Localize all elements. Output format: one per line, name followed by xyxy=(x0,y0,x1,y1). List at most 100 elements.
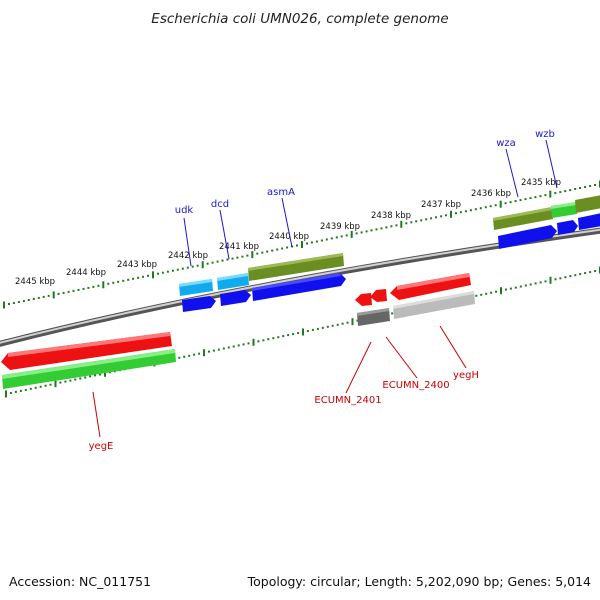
scale-upper-minor-tick xyxy=(186,266,189,269)
scale-upper-minor-tick xyxy=(37,296,40,299)
scale-lower-minor-tick xyxy=(539,281,542,284)
scale-upper-minor-tick xyxy=(296,244,298,247)
cds-yegE-arrow-shine xyxy=(8,332,170,357)
gene-label-wza[interactable]: wza xyxy=(496,138,516,149)
scale-lower-minor-tick xyxy=(227,346,230,349)
scale-upper-minor-tick xyxy=(330,237,333,240)
scale-upper-minor-tick xyxy=(286,246,289,249)
leader-2400 xyxy=(385,336,418,379)
scale-upper-minor-tick xyxy=(594,184,596,186)
gene-bar-wza[interactable] xyxy=(493,207,553,230)
scale-upper-minor-tick xyxy=(57,292,60,295)
scale-upper-minor-tick xyxy=(221,259,224,262)
scale-upper-minor-tick xyxy=(22,300,25,302)
scale-lower-minor-tick xyxy=(69,379,72,382)
leader-udk xyxy=(183,217,192,267)
gene-label-wzb[interactable]: wzb xyxy=(535,129,555,140)
scale-lower-minor-tick xyxy=(193,353,196,356)
cds-wza-arrow[interactable] xyxy=(498,225,557,249)
gene-bar-asmA[interactable] xyxy=(248,253,344,281)
scale-lower-minor-tick xyxy=(24,388,27,391)
scale-upper-minor-tick xyxy=(47,294,50,297)
cds-2401-arrow[interactable] xyxy=(355,293,372,306)
scale-track-upper xyxy=(3,180,600,309)
scale-lower-minor-tick xyxy=(311,328,314,331)
scale-upper-major-tick xyxy=(3,301,5,309)
scale-upper-minor-tick xyxy=(524,198,527,201)
scale-upper-minor-tick xyxy=(474,208,477,211)
scale-lower-minor-tick xyxy=(475,294,478,297)
cds-next-arrow[interactable] xyxy=(578,213,600,230)
scale-lower-minor-tick xyxy=(222,347,225,350)
cds-2401b-arrow[interactable] xyxy=(370,289,387,302)
gene-label-dcd[interactable]: dcd xyxy=(211,199,229,210)
scale-upper-minor-tick xyxy=(281,247,284,250)
scale-lower-minor-tick xyxy=(257,340,260,343)
scale-lower-minor-tick xyxy=(94,374,97,377)
kbp-label-2445: 2445 kbp xyxy=(15,277,55,287)
gene-label-udk[interactable]: udk xyxy=(175,205,194,216)
scale-upper-minor-tick xyxy=(569,189,572,192)
scale-upper-minor-tick xyxy=(107,282,110,285)
scale-upper-major-tick xyxy=(52,291,55,299)
scale-lower-minor-tick xyxy=(99,373,101,376)
scale-lower-minor-tick xyxy=(564,276,567,279)
scale-upper-minor-tick xyxy=(469,209,472,212)
scale-lower-minor-tick xyxy=(480,293,483,296)
scale-upper-minor-tick xyxy=(181,267,184,270)
scale-upper-minor-tick xyxy=(410,221,413,224)
gene-bar-wzb-shine xyxy=(551,202,576,209)
scale-upper-minor-tick xyxy=(27,299,30,301)
gene-label-ECUMN_2400[interactable]: ECUMN_2400 xyxy=(382,380,449,391)
gene-bar-wza-shine xyxy=(493,207,552,221)
scale-upper-minor-tick xyxy=(236,256,239,259)
scale-upper-major-tick xyxy=(549,190,552,198)
gene-label-yegE[interactable]: yegE xyxy=(89,441,114,452)
scale-lower-minor-tick xyxy=(188,354,191,357)
cds-yegH-gray-shine xyxy=(393,291,474,309)
scale-upper-minor-tick xyxy=(241,255,244,258)
gene-label-yegH[interactable]: yegH xyxy=(453,370,479,381)
cds-wzb-arrow[interactable] xyxy=(557,220,578,235)
scale-lower-minor-tick xyxy=(272,337,275,340)
scale-lower-major-tick xyxy=(104,369,106,377)
cds-udk-arrow[interactable] xyxy=(182,296,216,312)
scale-upper-minor-tick xyxy=(435,216,438,219)
scale-lower-minor-tick xyxy=(178,356,181,359)
scale-upper-minor-tick xyxy=(519,199,522,202)
scale-lower-minor-tick xyxy=(237,344,240,347)
scale-lower-minor-tick xyxy=(341,322,344,325)
scale-lower-minor-tick xyxy=(495,290,497,293)
scale-lower-minor-tick xyxy=(519,285,522,288)
scale-labels: 2445 kbp 2444 kbp 2443 kbp 2442 kbp 2441… xyxy=(15,178,561,287)
kbp-label-2442: 2442 kbp xyxy=(168,251,208,261)
cds-dcd-arrow[interactable] xyxy=(220,290,251,306)
scale-lower-minor-tick xyxy=(554,278,557,281)
scale-upper-minor-tick xyxy=(534,196,537,199)
gene-label-ECUMN_2401[interactable]: ECUMN_2401 xyxy=(314,395,381,406)
scale-upper-minor-tick xyxy=(365,230,368,233)
scale-upper-minor-tick xyxy=(529,197,532,200)
scale-lower-minor-tick xyxy=(49,383,52,386)
scale-lower-major-tick xyxy=(5,390,7,398)
label-leaders-top xyxy=(183,139,558,267)
scale-upper-major-tick xyxy=(251,251,254,259)
scale-upper-minor-tick xyxy=(430,217,433,220)
scale-upper-minor-tick xyxy=(271,249,274,252)
scale-lower-minor-tick xyxy=(79,377,82,380)
cds-yegE-arrow[interactable] xyxy=(1,332,172,370)
cds-asmA-arrow[interactable] xyxy=(252,273,346,301)
gene-label-asmA[interactable]: asmA xyxy=(267,187,295,198)
kbp-label-2443: 2443 kbp xyxy=(117,260,157,270)
cds-yegH-gray[interactable] xyxy=(393,291,475,319)
scale-upper-minor-tick xyxy=(559,191,562,194)
accession-text: Accession: NC_011751 xyxy=(9,574,151,589)
scale-upper-minor-tick xyxy=(132,277,135,280)
scale-lower-major-tick xyxy=(54,380,57,388)
gene-bar-next[interactable] xyxy=(575,195,600,213)
scale-upper-minor-tick xyxy=(67,290,70,293)
cds-track-reverse xyxy=(1,273,475,370)
scale-upper-minor-tick xyxy=(261,251,264,254)
scale-upper-minor-tick xyxy=(479,207,482,210)
scale-upper-minor-tick xyxy=(97,284,100,287)
